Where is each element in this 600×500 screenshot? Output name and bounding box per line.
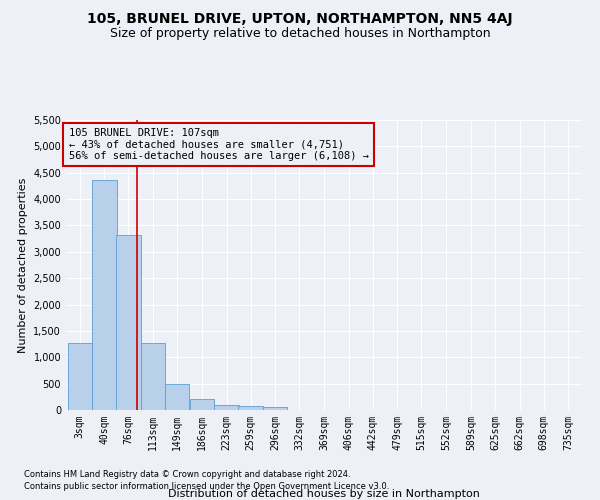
Bar <box>263 408 287 410</box>
Bar <box>92 180 116 410</box>
X-axis label: Distribution of detached houses by size in Northampton: Distribution of detached houses by size … <box>168 489 480 499</box>
Bar <box>214 406 239 410</box>
Text: Size of property relative to detached houses in Northampton: Size of property relative to detached ho… <box>110 28 490 40</box>
Bar <box>238 406 263 410</box>
Bar <box>141 342 165 410</box>
Text: 105 BRUNEL DRIVE: 107sqm
← 43% of detached houses are smaller (4,751)
56% of sem: 105 BRUNEL DRIVE: 107sqm ← 43% of detach… <box>68 128 368 161</box>
Bar <box>68 343 92 410</box>
Text: Contains public sector information licensed under the Open Government Licence v3: Contains public sector information licen… <box>24 482 389 491</box>
Bar <box>165 384 190 410</box>
Bar <box>190 399 214 410</box>
Y-axis label: Number of detached properties: Number of detached properties <box>18 178 28 352</box>
Bar <box>116 236 140 410</box>
Text: 105, BRUNEL DRIVE, UPTON, NORTHAMPTON, NN5 4AJ: 105, BRUNEL DRIVE, UPTON, NORTHAMPTON, N… <box>87 12 513 26</box>
Text: Contains HM Land Registry data © Crown copyright and database right 2024.: Contains HM Land Registry data © Crown c… <box>24 470 350 479</box>
